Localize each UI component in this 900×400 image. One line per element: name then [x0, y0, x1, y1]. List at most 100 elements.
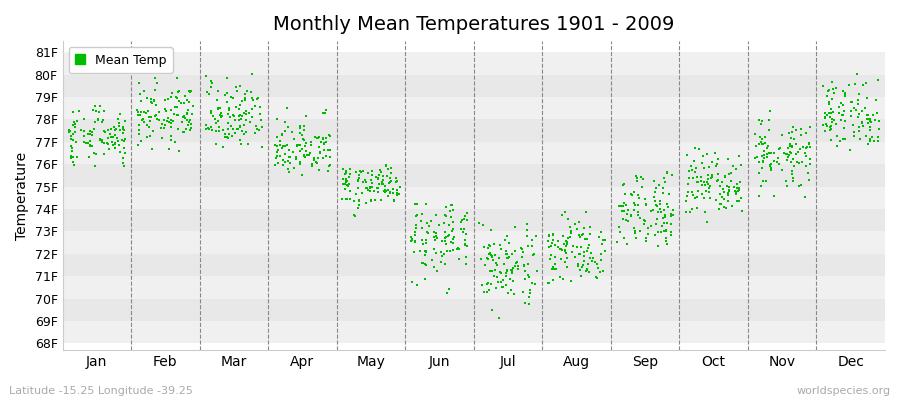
Point: [290, 143, 304, 149]
Point: [630, 212, 644, 218]
Point: [182, 98, 196, 105]
Point: [364, 176, 378, 183]
Point: [541, 238, 555, 244]
Point: [824, 79, 839, 85]
Point: [224, 93, 238, 100]
Point: [296, 122, 310, 129]
Point: [761, 116, 776, 123]
Point: [482, 250, 497, 256]
Point: [767, 150, 781, 156]
Point: [772, 146, 787, 152]
Point: [541, 279, 555, 286]
Point: [112, 111, 127, 117]
Point: [227, 113, 241, 119]
Point: [176, 129, 190, 136]
Point: [656, 190, 670, 197]
Point: [309, 159, 323, 165]
Point: [81, 139, 95, 146]
Point: [458, 213, 473, 220]
Point: [752, 193, 767, 199]
Point: [149, 116, 164, 122]
Point: [352, 175, 366, 181]
Point: [488, 252, 502, 258]
Point: [818, 115, 832, 121]
Point: [648, 198, 662, 204]
Point: [233, 123, 248, 130]
Point: [286, 136, 301, 142]
Point: [659, 234, 673, 241]
Point: [382, 180, 396, 186]
Point: [342, 174, 356, 180]
Point: [358, 179, 373, 186]
Point: [784, 159, 798, 165]
Point: [653, 209, 668, 215]
Point: [289, 154, 303, 161]
Point: [572, 232, 586, 238]
Point: [281, 158, 295, 164]
Point: [860, 95, 874, 102]
Point: [169, 104, 184, 110]
Point: [515, 254, 529, 260]
Point: [722, 170, 736, 177]
Point: [83, 128, 97, 134]
Point: [715, 194, 729, 201]
Point: [845, 99, 859, 105]
Point: [789, 159, 804, 166]
Point: [382, 187, 396, 193]
Point: [338, 168, 353, 174]
Point: [575, 231, 590, 238]
Point: [711, 176, 725, 183]
Point: [459, 254, 473, 260]
Point: [821, 88, 835, 95]
Point: [868, 116, 882, 123]
Point: [785, 143, 799, 150]
Bar: [62, 75, 885, 97]
Point: [177, 99, 192, 106]
Point: [654, 222, 669, 229]
Point: [418, 201, 433, 208]
Bar: [62, 299, 885, 321]
Point: [209, 128, 223, 134]
Point: [770, 154, 785, 161]
Point: [571, 244, 585, 250]
Point: [148, 112, 162, 119]
Point: [779, 151, 794, 157]
Point: [93, 136, 107, 142]
Point: [270, 149, 284, 155]
Point: [293, 130, 308, 136]
Point: [582, 231, 597, 237]
Point: [482, 242, 496, 248]
Point: [83, 137, 97, 144]
Point: [356, 190, 370, 196]
Point: [504, 266, 518, 273]
Point: [108, 140, 122, 147]
Point: [645, 206, 660, 213]
Point: [225, 133, 239, 139]
Point: [748, 131, 762, 137]
Point: [379, 163, 393, 170]
Point: [572, 262, 586, 269]
Point: [160, 96, 175, 102]
Point: [232, 124, 247, 130]
Point: [783, 149, 797, 156]
Point: [500, 255, 515, 261]
Point: [319, 153, 333, 159]
Bar: [62, 321, 885, 344]
Point: [202, 91, 216, 97]
Point: [546, 277, 561, 283]
Point: [754, 136, 769, 142]
Point: [390, 187, 404, 193]
Point: [361, 170, 375, 177]
Point: [404, 237, 419, 243]
Point: [799, 163, 814, 169]
Point: [358, 185, 373, 192]
Point: [438, 235, 453, 242]
Point: [775, 132, 789, 139]
Point: [298, 143, 312, 150]
Point: [180, 122, 194, 129]
Point: [282, 169, 296, 175]
Point: [249, 95, 264, 102]
Point: [641, 225, 655, 231]
Point: [500, 255, 515, 262]
Point: [170, 74, 184, 81]
